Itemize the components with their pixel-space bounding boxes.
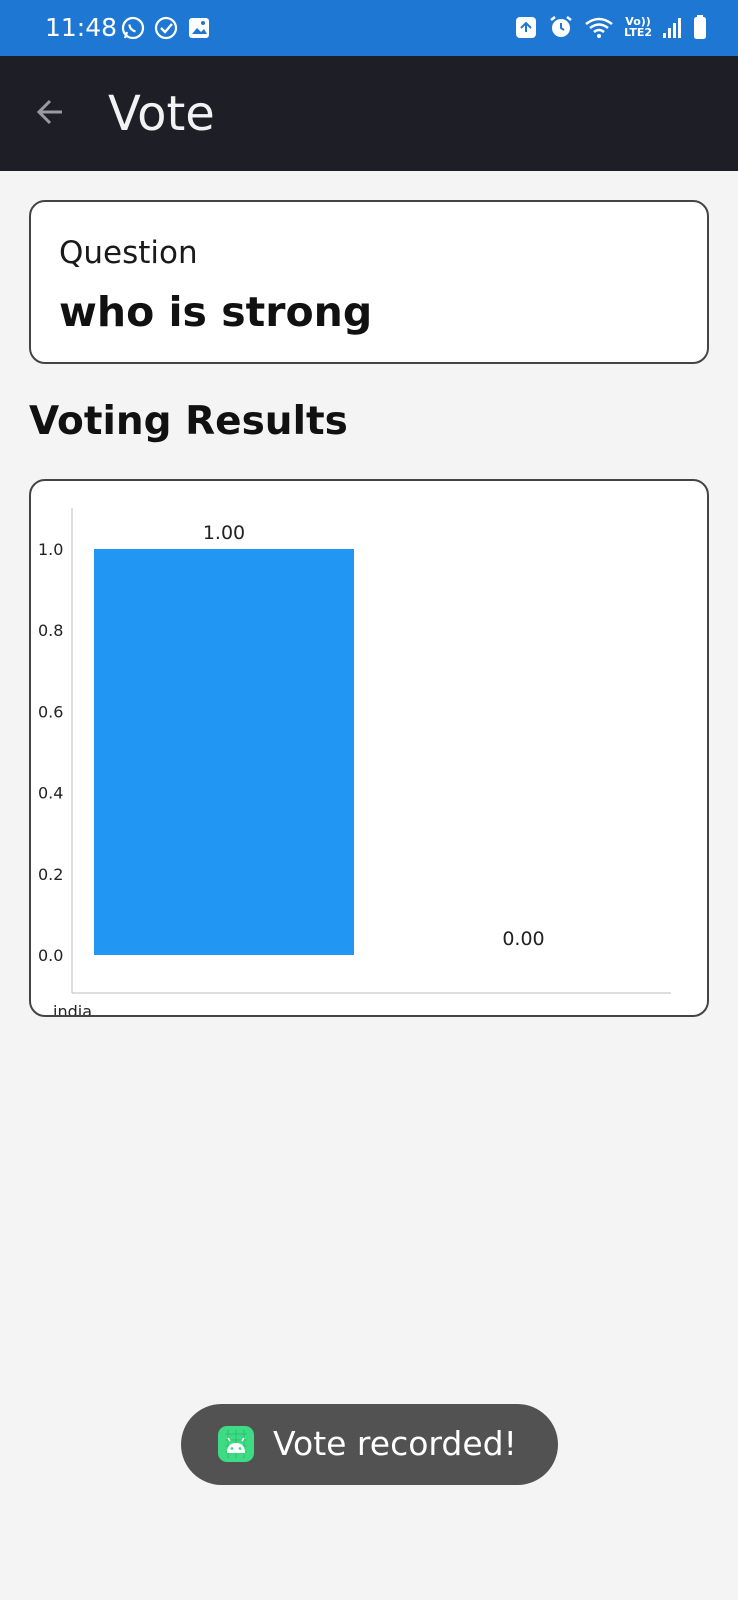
android-icon	[218, 1426, 254, 1462]
back-button[interactable]	[32, 92, 72, 132]
status-time: 11:48	[45, 13, 118, 42]
battery-icon	[692, 14, 708, 40]
toast: Vote recorded!	[181, 1404, 558, 1485]
signal-icon	[662, 15, 682, 39]
page-title: Vote	[108, 86, 215, 142]
app-bar: Vote	[0, 56, 738, 171]
question-label: Question	[59, 235, 198, 271]
network-label: Vo)) LTE2	[624, 16, 652, 38]
network-label-top: Vo))	[625, 15, 651, 28]
results-chart-card: 0.0 0.2 0.4 0.6 0.8 1.0 1.00 india 0.00	[29, 479, 709, 1017]
recycle-icon	[514, 14, 538, 40]
bar-0	[94, 549, 354, 955]
question-text: who is strong	[59, 288, 373, 336]
data-label-1: 0.00	[502, 928, 544, 950]
status-right-icons: Vo)) LTE2	[514, 14, 708, 40]
data-label-0: 1.00	[203, 522, 245, 544]
image-icon	[186, 15, 212, 45]
toast-message: Vote recorded!	[273, 1424, 517, 1463]
results-bar-chart: 0.0 0.2 0.4 0.6 0.8 1.0 1.00 india 0.00	[38, 508, 671, 1017]
status-left-icons	[120, 15, 212, 45]
y-tick-label-1: 0.2	[38, 865, 63, 884]
y-tick-label-0: 0.0	[38, 946, 63, 965]
check-circle-icon	[153, 15, 179, 45]
whatsapp-icon	[120, 15, 146, 45]
y-tick-label-2: 0.4	[38, 784, 63, 803]
wifi-icon	[584, 15, 614, 39]
results-heading: Voting Results	[29, 399, 348, 444]
y-tick-label-4: 0.8	[38, 621, 63, 640]
y-tick-label-3: 0.6	[38, 702, 63, 721]
question-card: Question who is strong	[29, 200, 709, 364]
alarm-icon	[548, 14, 574, 40]
arrow-back-icon	[36, 99, 62, 125]
y-tick-label-5: 1.0	[38, 540, 63, 559]
x-category-label-0: india	[53, 1002, 92, 1017]
network-label-bottom: LTE2	[624, 26, 652, 39]
status-bar: 11:48 Vo)) LTE2	[0, 0, 738, 56]
